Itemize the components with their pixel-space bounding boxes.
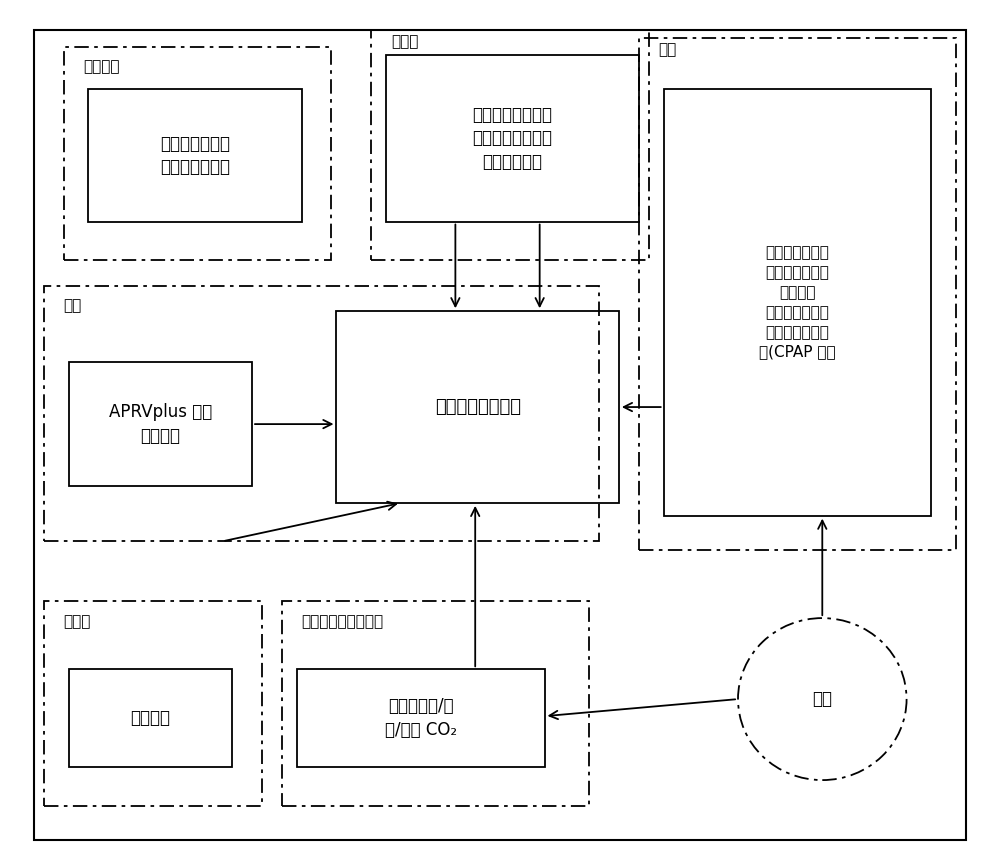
Bar [69,362,252,486]
Text: 气路: 气路 [659,42,677,58]
Bar [371,30,649,260]
Text: 显示器: 显示器 [391,34,418,49]
Text: 远程控制: 远程控制 [130,709,170,728]
Text: 病人: 病人 [812,690,832,708]
Text: 吸气呼气回路流
量传感器和压力
传感器；
呼气回路压力释
放阀，比例电磁
阀(CPAP 阀）: 吸气呼气回路流 量传感器和压力 传感器； 呼气回路压力释 放阀，比例电磁 阀(C… [759,245,836,360]
Text: 显示生理参数、发
出警报信息，显示
急救处理路径: 显示生理参数、发 出警报信息，显示 急救处理路径 [472,106,552,171]
Bar [336,311,619,503]
Bar [386,55,639,221]
Bar [664,90,931,516]
Bar [69,669,232,767]
Text: 血流动力学/血
氧/呼末 CO₂: 血流动力学/血 氧/呼末 CO₂ [385,697,457,739]
Text: 相关生理参数传感器: 相关生理参数传感器 [302,614,384,629]
Bar [64,46,331,260]
Bar [297,669,545,767]
Bar [282,601,589,806]
Bar [44,601,262,806]
Text: APRVplus 智能
程序模块: APRVplus 智能 程序模块 [109,403,212,445]
Text: 操作面板: 操作面板 [84,59,120,75]
Text: 电路: 电路 [64,299,82,313]
Text: 选择功能，输入
病情信息和指标: 选择功能，输入 病情信息和指标 [160,134,230,177]
Bar [88,90,302,221]
Text: 微电脑电子控制器: 微电脑电子控制器 [435,398,521,416]
Bar [44,286,599,542]
Bar [639,38,956,550]
Text: 云技术: 云技术 [64,614,91,629]
